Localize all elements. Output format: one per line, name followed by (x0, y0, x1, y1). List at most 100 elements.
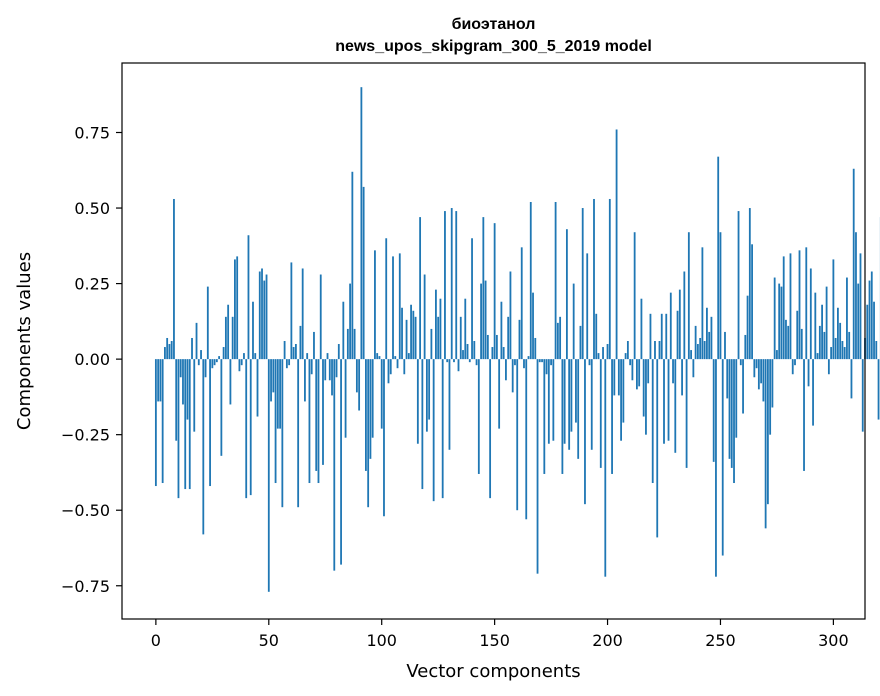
bar-286 (800, 328, 803, 360)
bar-112 (407, 353, 410, 360)
bar-51 (270, 359, 272, 402)
bar-60 (290, 262, 293, 360)
bar-4 (164, 347, 166, 360)
bar-178 (556, 322, 559, 360)
bar-271 (766, 359, 769, 505)
bar-194 (593, 198, 595, 360)
bar-273 (771, 359, 774, 408)
bar-171 (541, 359, 543, 363)
bar-103 (387, 359, 390, 384)
bar-18 (195, 322, 198, 360)
bar-188 (579, 325, 582, 360)
bar-224 (660, 313, 663, 360)
bar-12 (182, 359, 184, 405)
chart-title: биоэтанол (452, 16, 536, 33)
bar-152 (498, 359, 501, 429)
bar-206 (620, 359, 622, 441)
bar-209 (626, 341, 629, 360)
bar-114 (412, 310, 415, 360)
bar-212 (633, 232, 636, 360)
bar-43 (252, 301, 254, 360)
bar-109 (401, 307, 403, 360)
bar-289 (807, 359, 810, 387)
bar-231 (676, 310, 679, 360)
bar-72 (317, 359, 320, 484)
bar-138 (466, 344, 469, 360)
bar-181 (563, 359, 566, 444)
bar-258 (737, 211, 740, 360)
bar-62 (294, 344, 297, 360)
bar-168 (534, 337, 537, 360)
bar-69 (310, 359, 313, 375)
bar-73 (319, 274, 322, 360)
bar-161 (518, 319, 521, 360)
bar-68 (308, 359, 311, 484)
bar-303 (839, 322, 842, 360)
bar-28 (218, 356, 221, 360)
bar-119 (423, 274, 426, 360)
bar-24 (209, 359, 211, 487)
bar-111 (405, 319, 408, 360)
bar-32 (227, 304, 230, 360)
bar-160 (516, 359, 519, 511)
bar-63 (297, 359, 300, 508)
bar-35 (234, 259, 236, 360)
bar-164 (525, 359, 528, 520)
bar-22 (204, 359, 207, 378)
bar-279 (785, 319, 787, 360)
bar-115 (414, 316, 417, 360)
bar-157 (509, 271, 512, 360)
bar-316 (868, 280, 871, 360)
bar-277 (780, 286, 783, 360)
bar-313 (861, 359, 864, 432)
bar-101 (383, 359, 385, 517)
bar-301 (834, 337, 837, 360)
bar-66 (304, 359, 306, 402)
bar-120 (425, 359, 428, 432)
bar-228 (669, 292, 672, 360)
bar-133 (455, 211, 458, 360)
bar-6 (168, 344, 171, 360)
bar-281 (789, 253, 792, 360)
bar-52 (272, 359, 275, 393)
bar-237 (690, 350, 693, 360)
bar-227 (667, 359, 670, 441)
bar-272 (769, 359, 772, 435)
bar-242 (701, 247, 704, 360)
bar-74 (322, 359, 324, 465)
bar-246 (710, 316, 713, 360)
bar-13 (184, 359, 187, 490)
bar-320 (877, 359, 880, 420)
bar-54 (276, 359, 279, 429)
bar-82 (340, 359, 342, 565)
bar-208 (624, 353, 627, 360)
bar-94 (367, 359, 370, 508)
bar-40 (245, 359, 248, 499)
bar-248 (715, 359, 717, 577)
bar-44 (254, 353, 257, 360)
bar-278 (782, 256, 785, 360)
bar-140 (471, 238, 473, 360)
bar-183 (568, 359, 571, 450)
bar-250 (719, 232, 722, 360)
y-tick-label: −0.75 (61, 577, 110, 596)
x-tick-label: 0 (151, 631, 161, 650)
bar-108 (398, 253, 401, 360)
bar-274 (773, 277, 776, 360)
bar-106 (394, 356, 397, 360)
bar-75 (324, 359, 327, 381)
bar-264 (751, 244, 753, 360)
bar-65 (301, 268, 304, 360)
bar-145 (482, 217, 485, 360)
bar-98 (376, 353, 379, 360)
bar-215 (640, 298, 643, 360)
bar-127 (441, 359, 444, 499)
bar-287 (803, 359, 805, 471)
bar-series (154, 87, 880, 592)
bar-163 (523, 359, 525, 369)
bar-149 (491, 347, 494, 360)
bar-48 (263, 280, 266, 360)
bar-45 (256, 359, 259, 417)
y-tick-label: 0.50 (74, 199, 110, 218)
